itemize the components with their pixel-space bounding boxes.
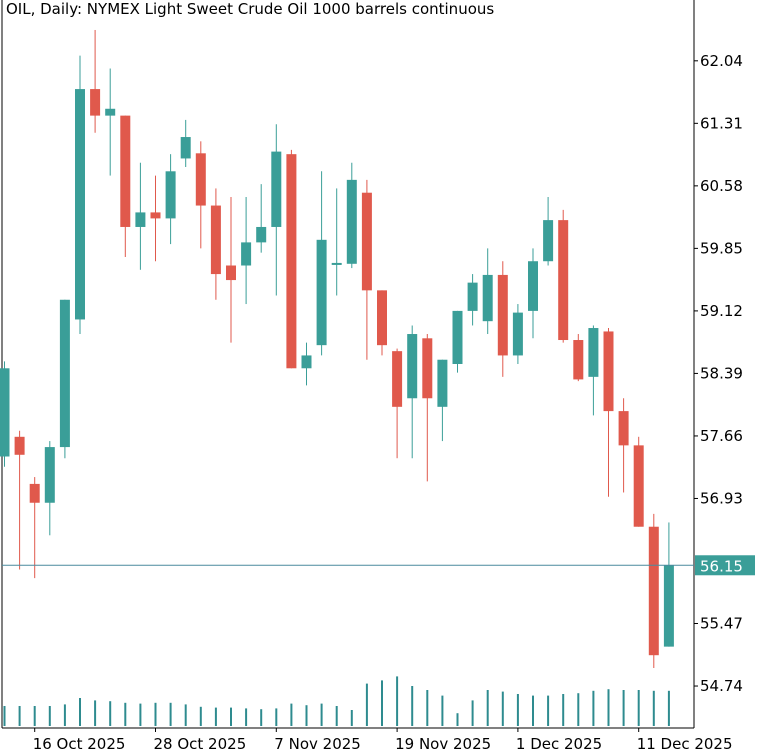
candle-body[interactable] (59, 299, 70, 448)
candle-body[interactable] (256, 226, 267, 243)
candle-body[interactable] (241, 242, 252, 266)
candle-body[interactable] (422, 338, 433, 399)
candle-body[interactable] (648, 526, 659, 656)
candle-body[interactable] (135, 212, 146, 227)
candle-body[interactable] (437, 359, 448, 407)
x-tick-label: 7 Nov 2025 (274, 735, 361, 750)
candle-body[interactable] (44, 447, 55, 503)
candle-body[interactable] (331, 262, 342, 265)
candle-body[interactable] (301, 355, 312, 369)
y-tick-label: 57.66 (700, 427, 743, 445)
candle-body[interactable] (361, 192, 372, 291)
candle-body[interactable] (543, 220, 554, 262)
y-tick-label: 54.74 (700, 677, 743, 695)
candle-body[interactable] (603, 331, 614, 412)
candle-body[interactable] (346, 179, 357, 264)
candle-body[interactable] (105, 108, 116, 116)
candle-body[interactable] (558, 220, 569, 341)
candle-body[interactable] (392, 351, 403, 407)
candle-body[interactable] (316, 239, 327, 346)
candle-body[interactable] (0, 368, 10, 457)
candle-body[interactable] (180, 137, 191, 159)
candle-body[interactable] (377, 290, 387, 346)
candle-body[interactable] (210, 205, 221, 275)
y-tick-label: 56.93 (700, 489, 743, 507)
candle-body[interactable] (573, 340, 584, 380)
y-tick-label: 61.31 (700, 114, 743, 132)
candle-body[interactable] (75, 89, 85, 320)
candle-body[interactable] (14, 436, 25, 455)
candle-body[interactable] (120, 115, 131, 227)
candle-body[interactable] (271, 151, 282, 227)
candle-body[interactable] (150, 212, 161, 219)
x-tick-label: 11 Dec 2025 (637, 735, 733, 750)
x-tick-label: 16 Oct 2025 (33, 735, 126, 750)
candle-body[interactable] (226, 265, 236, 281)
candle-body[interactable] (452, 310, 463, 364)
candle-body[interactable] (588, 328, 599, 377)
candle-body[interactable] (497, 274, 508, 356)
x-tick-label: 19 Nov 2025 (395, 735, 491, 750)
y-tick-label: 55.47 (700, 615, 743, 633)
candle-body[interactable] (528, 261, 538, 311)
candle-body[interactable] (618, 411, 629, 446)
y-tick-label: 59.85 (700, 239, 743, 257)
candle-body[interactable] (29, 483, 40, 503)
x-tick-label: 28 Oct 2025 (154, 735, 247, 750)
chart-title: OIL, Daily: NYMEX Light Sweet Crude Oil … (6, 0, 495, 18)
candle-body[interactable] (467, 282, 478, 311)
y-tick-label: 59.12 (700, 302, 743, 320)
candle-body[interactable] (512, 312, 523, 356)
candle-body[interactable] (407, 334, 418, 399)
candle-body[interactable] (165, 171, 176, 219)
x-tick-label: 1 Dec 2025 (516, 735, 602, 750)
candle-body[interactable] (633, 445, 644, 527)
candle-body[interactable] (482, 274, 493, 322)
current-price-label: 56.15 (700, 557, 743, 575)
current-price-label-bg (695, 555, 755, 576)
candle-body[interactable] (195, 153, 206, 206)
y-tick-label: 58.39 (700, 364, 743, 382)
candle-body[interactable] (663, 565, 674, 647)
y-tick-label: 60.58 (700, 177, 743, 195)
candle-body[interactable] (286, 154, 297, 369)
candle-body[interactable] (90, 89, 101, 116)
y-tick-label: 62.04 (700, 52, 743, 70)
